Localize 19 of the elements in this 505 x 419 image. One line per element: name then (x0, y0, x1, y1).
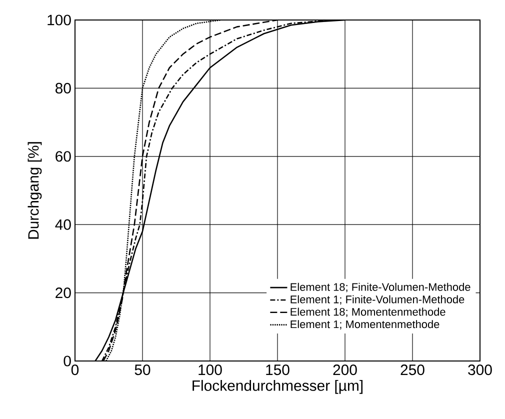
y-axis-title: Durchgang [%] (28, 142, 42, 239)
x-tick-label: 50 (134, 364, 150, 376)
x-tick-label: 250 (400, 364, 424, 376)
x-tick-label: 0 (71, 364, 79, 376)
x-tick-label: 150 (266, 364, 290, 376)
x-tick-label: 300 (468, 364, 492, 376)
x-axis-title: Flockendurchmesser [µm] (192, 380, 362, 394)
legend-label: Element 18; Finite-Volumen-Methode (290, 282, 470, 292)
y-tick-label: 40 (55, 219, 71, 230)
x-tick-label: 100 (198, 364, 222, 376)
y-tick-label: 0 (64, 356, 71, 366)
legend-label: Element 1; Finite-Volumen-Methode (290, 295, 464, 305)
y-tick-label: 20 (56, 288, 71, 298)
legend-label: Element 1; Momentenmethode (290, 320, 440, 330)
x-tick-label: 200 (333, 364, 357, 376)
y-tick-label: 80 (56, 82, 71, 94)
y-tick-label: 100 (48, 14, 71, 26)
y-tick-label: 60 (56, 151, 71, 162)
legend-label: Element 18; Momentenmethode (290, 308, 446, 318)
